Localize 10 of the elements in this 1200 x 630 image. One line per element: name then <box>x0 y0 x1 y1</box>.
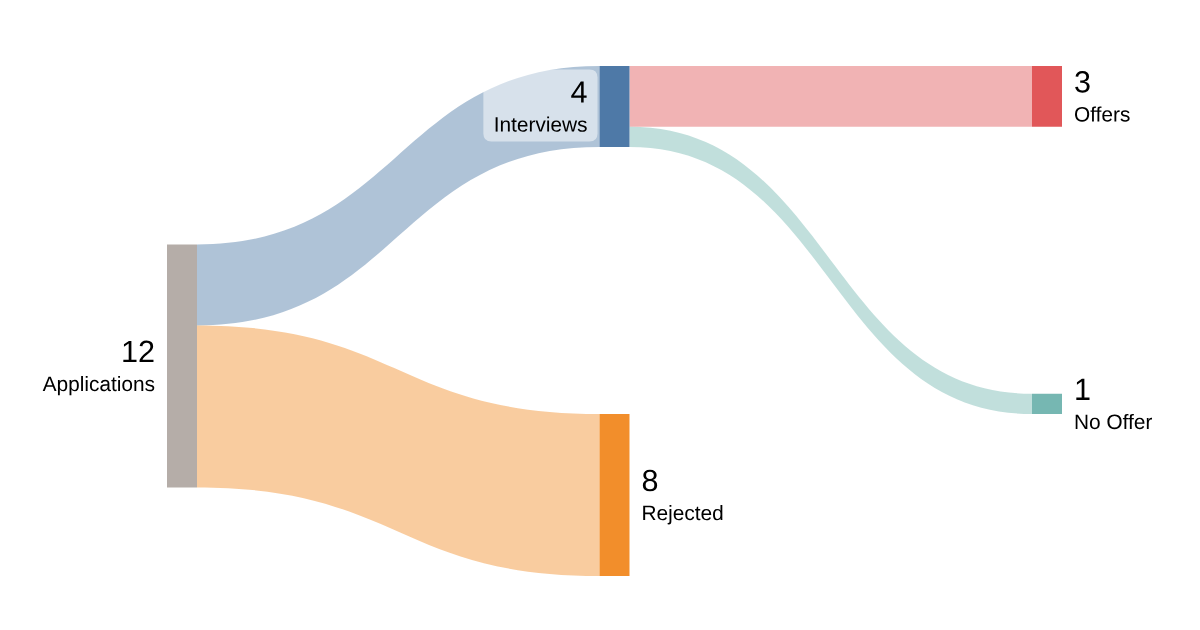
category-label: Rejected <box>643 505 723 525</box>
data-label: 4 <box>571 81 587 103</box>
data-label: 12 <box>123 340 154 362</box>
data-label: 8 <box>642 469 658 492</box>
data-label: 3 <box>1075 71 1090 93</box>
category-label: Interviews <box>495 116 587 132</box>
category-label: Applications <box>42 375 155 396</box>
category-label: No Offer <box>1075 413 1153 430</box>
data-label: 1 <box>1076 378 1090 400</box>
category-label: Offers <box>1074 106 1130 122</box>
